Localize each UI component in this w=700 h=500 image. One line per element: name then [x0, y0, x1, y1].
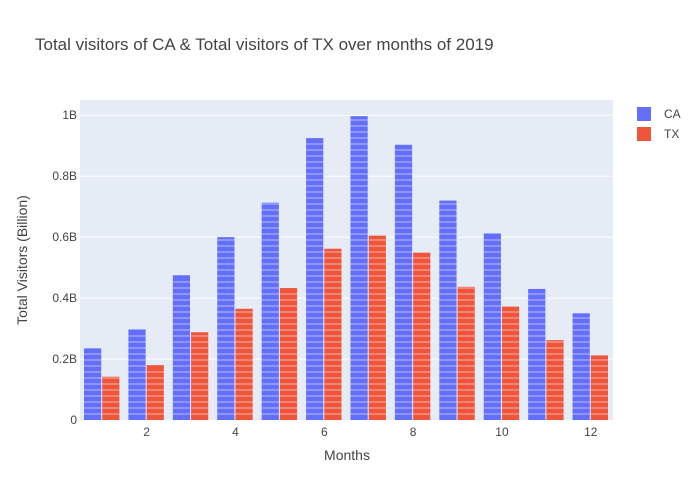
legend[interactable]: CA TX [637, 107, 681, 141]
bar-ca-month-12[interactable] [572, 313, 590, 420]
y-tick-label: 0.8B [52, 169, 77, 183]
bar-ca-month-6[interactable] [306, 138, 324, 420]
x-tick-label: 8 [410, 425, 417, 439]
x-axis-ticks: 2 4 6 8 10 12 [143, 425, 598, 439]
y-axis-ticks: 0 0.2B 0.4B 0.6B 0.8B 1B [52, 108, 77, 427]
bar-tx-month-3[interactable] [191, 332, 209, 420]
bar-tx-month-4[interactable] [235, 308, 253, 420]
legend-label: TX [664, 127, 679, 141]
bar-tx-month-7[interactable] [368, 235, 386, 420]
x-tick-label: 6 [321, 425, 328, 439]
bar-tx-month-12[interactable] [590, 355, 609, 420]
y-tick-label: 0.2B [52, 352, 77, 366]
bar-ca-month-11[interactable] [528, 288, 546, 420]
x-tick-label: 10 [495, 425, 509, 439]
chart-title: Total visitors of CA & Total visitors of… [35, 35, 494, 54]
plot-area [80, 100, 613, 420]
bar-ca-month-2[interactable] [128, 329, 146, 420]
gridlines [80, 114, 613, 360]
y-axis-title: Total Visitors (Billion) [14, 195, 30, 325]
bar-tx-month-10[interactable] [501, 306, 520, 420]
y-tick-label: 0.4B [52, 291, 77, 305]
y-tick-label: 0.6B [52, 230, 77, 244]
bar-ca-month-4[interactable] [217, 237, 235, 420]
legend-item-tx[interactable]: TX [637, 127, 679, 141]
x-axis-title: Months [324, 447, 370, 463]
legend-item-ca[interactable]: CA [637, 107, 681, 121]
x-tick-label: 12 [584, 425, 598, 439]
y-tick-label: 0 [70, 413, 77, 427]
bars [83, 116, 609, 421]
legend-swatch [637, 127, 651, 141]
bar-ca-month-8[interactable] [394, 144, 413, 421]
x-tick-label: 2 [143, 425, 150, 439]
bar-tx-month-6[interactable] [324, 248, 342, 420]
legend-label: CA [664, 107, 681, 121]
bar-ca-month-5[interactable] [261, 202, 279, 420]
bar-tx-month-2[interactable] [146, 365, 164, 420]
legend-swatch [637, 107, 651, 121]
y-tick-label: 1B [62, 108, 77, 122]
bar-tx-month-1[interactable] [102, 376, 120, 420]
x-tick-label: 4 [232, 425, 239, 439]
bar-ca-month-10[interactable] [483, 233, 501, 420]
bar-ca-month-9[interactable] [439, 200, 457, 420]
bar-tx-month-9[interactable] [457, 286, 475, 420]
